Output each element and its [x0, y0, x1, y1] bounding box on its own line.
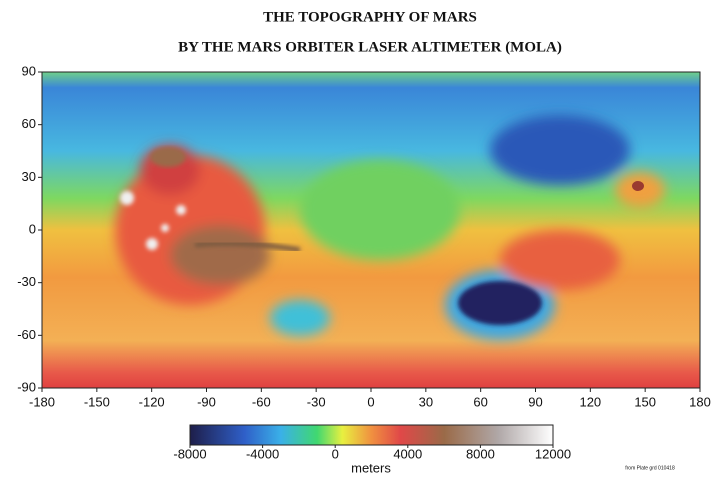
- x-tick-label: 60: [473, 394, 487, 409]
- colorbar-label: meters: [351, 460, 391, 475]
- x-tick-label: 0: [367, 394, 374, 409]
- colorbar-tick-label: -8000: [173, 446, 206, 461]
- x-tick-label: -60: [252, 394, 271, 409]
- x-tick-label: -180: [29, 394, 55, 409]
- y-tick-label: 60: [22, 116, 36, 131]
- y-tick-label: 30: [22, 169, 36, 184]
- colorbar-tick-label: -4000: [246, 446, 279, 461]
- x-tick-label: -150: [84, 394, 110, 409]
- x-tick-label: 120: [579, 394, 601, 409]
- colorbar-tick-label: 4000: [393, 446, 422, 461]
- y-tick-label: -30: [17, 274, 36, 289]
- page: THE TOPOGRAPHY OF MARS BY THE MARS ORBIT…: [0, 0, 717, 481]
- colorbar-tick-label: 0: [332, 446, 339, 461]
- x-tick-label: 90: [528, 394, 542, 409]
- x-tick-label: -90: [197, 394, 216, 409]
- x-tick-label: 180: [689, 394, 711, 409]
- credit: from Plate grd 010418: [625, 465, 675, 471]
- y-tick-label: 0: [29, 221, 36, 236]
- x-tick-label: -30: [307, 394, 326, 409]
- x-tick-label: 30: [419, 394, 433, 409]
- colorbar-tick-label: 8000: [466, 446, 495, 461]
- y-tick-label: 90: [22, 63, 36, 78]
- y-tick-label: -90: [17, 379, 36, 394]
- mars-map: [42, 72, 700, 388]
- x-tick-label: 150: [634, 394, 656, 409]
- y-tick-label: -60: [17, 327, 36, 342]
- title-line: BY THE MARS ORBITER LASER ALTIMETER (MOL…: [178, 39, 562, 55]
- title-line: THE TOPOGRAPHY OF MARS: [263, 9, 477, 25]
- colorbar: [190, 425, 553, 445]
- colorbar-tick-label: 12000: [535, 446, 571, 461]
- x-tick-label: -120: [139, 394, 165, 409]
